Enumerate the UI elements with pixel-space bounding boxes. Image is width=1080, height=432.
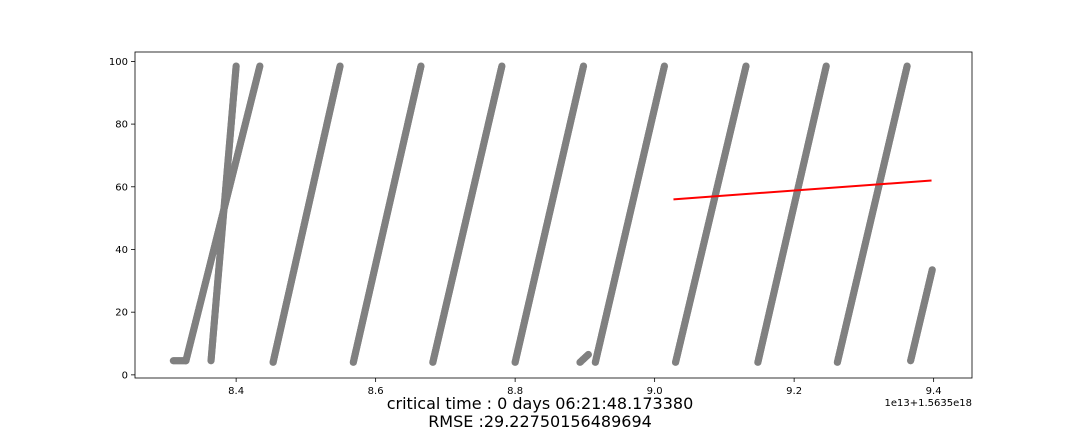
data-point bbox=[584, 350, 592, 359]
y-tick-label: 100 bbox=[109, 57, 128, 68]
x-axis-offset-label: 1e13+1.5635e18 bbox=[885, 398, 973, 409]
x-tick-label: 9.2 bbox=[786, 386, 802, 397]
fit-line bbox=[673, 179, 932, 201]
data-point bbox=[822, 62, 830, 70]
data-point bbox=[903, 62, 911, 70]
data-point bbox=[660, 62, 669, 70]
data-point bbox=[417, 62, 425, 70]
x-tick-label: 8.6 bbox=[368, 386, 384, 397]
plot-area bbox=[169, 62, 936, 366]
x-tick-label: 9.4 bbox=[926, 386, 942, 397]
y-tick-label: 60 bbox=[115, 182, 128, 193]
y-tick-label: 20 bbox=[115, 308, 128, 319]
plot-frame bbox=[134, 51, 973, 379]
x-tick-label: 8.8 bbox=[507, 386, 523, 397]
y-tick-label: 40 bbox=[115, 245, 128, 256]
x-tick-label: 9.0 bbox=[647, 386, 663, 397]
data-point bbox=[336, 62, 344, 70]
data-point bbox=[742, 62, 750, 70]
data-point bbox=[579, 62, 588, 70]
data-point bbox=[928, 266, 936, 274]
axes: 8.4 8.6 8.8 9.0 9.2 9.4 0 20 40 60 80 100 bbox=[109, 51, 973, 397]
data-point bbox=[498, 62, 506, 70]
critical-time-caption: critical time : 0 days 06:21:48.173380 bbox=[386, 394, 694, 413]
data-point bbox=[232, 62, 240, 70]
y-tick-label: 80 bbox=[115, 120, 128, 131]
rmse-caption: RMSE :29.22750156489694 bbox=[428, 412, 652, 431]
y-tick-label: 0 bbox=[122, 370, 128, 381]
data-point bbox=[256, 62, 264, 70]
x-tick-label: 8.4 bbox=[228, 386, 244, 397]
